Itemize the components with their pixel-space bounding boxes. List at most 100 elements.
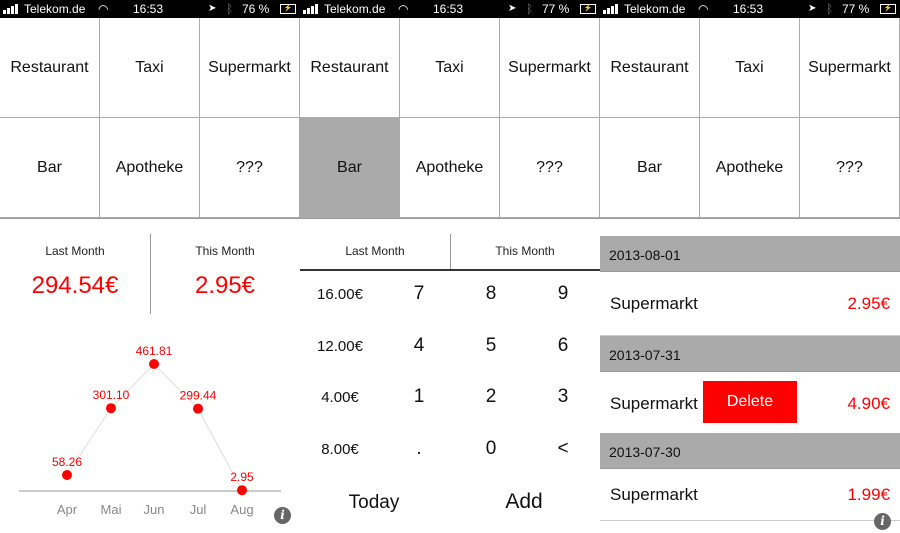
quick-amount-button[interactable]: 4.00€ (321, 389, 359, 406)
data-point (62, 469, 72, 480)
key-4[interactable]: 4 (413, 335, 425, 356)
time-label: 16:53 (133, 2, 164, 16)
key-8[interactable]: 8 (485, 283, 497, 304)
bluetooth-icon: ᛒ (826, 2, 834, 16)
spending-chart: 58.26 Apr 301.10 Mai 461.81 Jun 299.44 Jul 2.95 A… (19, 344, 281, 517)
entry-name: Supermarkt (610, 293, 698, 313)
category-Taxi[interactable]: Taxi (700, 18, 800, 118)
carrier-label: Telekom.de (24, 2, 86, 16)
data-point (149, 359, 159, 370)
category-Apotheke[interactable]: Apotheke (400, 118, 500, 218)
signal-bar (311, 6, 314, 14)
date-header: 2013-07-31 (600, 336, 900, 372)
data-label: 301.10 (93, 388, 130, 402)
signal-bar (307, 8, 310, 14)
battery-icon: ⚡ (880, 4, 896, 14)
data-label: 299.44 (180, 389, 217, 403)
history-screen: Telekom.de ◠ 16:53 ➤ ᛒ 77 % ⚡ Restaurant Taxi Sup… (600, 0, 900, 533)
category-Apotheke[interactable]: Apotheke (100, 118, 200, 218)
signal-bar (315, 4, 318, 14)
wifi-icon: ◠ (698, 2, 709, 16)
key-7[interactable]: 7 (413, 283, 425, 304)
time-label: 16:53 (433, 2, 464, 16)
category-Restaurant[interactable]: Restaurant (600, 18, 700, 118)
category-grid: Restaurant Taxi Supermarkt Bar Apotheke??? (600, 18, 900, 219)
stats-screen: Telekom.de ◠ 16:53 ➤ ᛒ 76 % ⚡ Restaurant Taxi Sup… (0, 0, 300, 533)
time-label: 16:53 (733, 2, 764, 16)
key-6[interactable]: 6 (557, 335, 569, 356)
quick-amount-button[interactable]: 16.00€ (317, 286, 363, 303)
category-unknown[interactable]: ??? (800, 118, 900, 218)
location-icon: ➤ (808, 3, 817, 14)
tab-this-month[interactable]: This Month (495, 244, 555, 258)
key-2[interactable]: 2 (485, 386, 497, 407)
quick-amount-button[interactable]: 12.00€ (317, 338, 363, 355)
location-icon: ➤ (508, 3, 517, 14)
key-decimal[interactable]: . (416, 438, 422, 459)
battery-icon: ⚡ (280, 4, 296, 14)
entry-price: 1.99€ (847, 484, 890, 504)
key-9[interactable]: 9 (557, 283, 569, 304)
signal-bar (607, 8, 610, 14)
bluetooth-icon: ᛒ (226, 2, 234, 16)
entry-name: Supermarkt (610, 393, 698, 413)
category-Bar[interactable]: Bar (0, 118, 100, 218)
carrier-label: Telekom.de (324, 2, 386, 16)
signal-bar (303, 10, 306, 14)
category-Apotheke[interactable]: Apotheke (700, 118, 800, 218)
entry-name: Supermarkt (610, 484, 698, 504)
category-unknown[interactable]: ??? (500, 118, 600, 218)
bluetooth-icon: ᛒ (526, 2, 534, 16)
key-3[interactable]: 3 (557, 386, 569, 407)
key-0[interactable]: 0 (485, 438, 497, 459)
category-Restaurant[interactable]: Restaurant (0, 18, 100, 118)
today-button[interactable]: Today (348, 492, 400, 513)
key-1[interactable]: 1 (413, 386, 425, 407)
delete-button[interactable]: Delete (703, 381, 797, 423)
x-tick-label: Mai (101, 502, 122, 517)
this-month-label: This Month (195, 244, 255, 258)
wifi-icon: ◠ (98, 2, 109, 16)
signal-icon (303, 0, 321, 18)
tab-last-month[interactable]: Last Month (345, 244, 405, 258)
location-icon: ➤ (208, 3, 217, 14)
category-Supermarkt[interactable]: Supermarkt (800, 18, 900, 118)
signal-bar (15, 4, 18, 14)
status-bar: Telekom.de ◠ 16:53 ➤ ᛒ 77 % ⚡ (600, 0, 900, 18)
date-header: 2013-07-30 (600, 433, 900, 469)
entry-row[interactable]: Supermarkt 1.99€ (600, 469, 900, 521)
category-Supermarkt[interactable]: Supermarkt (500, 18, 600, 118)
battery-percent: 76 % (242, 2, 270, 16)
quick-amount-button[interactable]: 8.00€ (321, 441, 359, 458)
last-month-label: Last Month (45, 244, 105, 258)
category-Supermarkt[interactable]: Supermarkt (200, 18, 300, 118)
add-button[interactable]: Add (505, 490, 543, 513)
data-point (237, 485, 247, 496)
category-Taxi[interactable]: Taxi (100, 18, 200, 118)
status-bar: Telekom.de ◠ 16:53 ➤ ᛒ 77 % ⚡ (300, 0, 600, 18)
signal-bar (11, 6, 14, 14)
signal-bar (611, 6, 614, 14)
x-tick-label: Aug (230, 502, 253, 517)
signal-icon (603, 0, 621, 18)
category-Bar[interactable]: Bar (600, 118, 700, 218)
entry-price: 4.90€ (847, 393, 890, 413)
data-point (106, 403, 116, 414)
tab-underline (300, 269, 600, 271)
x-tick-label: Jun (144, 502, 165, 517)
key-backspace[interactable]: < (557, 438, 569, 459)
category-Restaurant[interactable]: Restaurant (300, 18, 400, 118)
entry-row[interactable]: Supermarkt 2.95€ (600, 272, 900, 336)
category-unknown[interactable]: ??? (200, 118, 300, 218)
summary-divider (150, 234, 151, 314)
battery-percent: 77 % (542, 2, 570, 16)
x-tick-label: Jul (190, 502, 207, 517)
key-5[interactable]: 5 (485, 335, 497, 356)
last-month-value: 294.54€ (31, 272, 119, 299)
category-Taxi[interactable]: Taxi (400, 18, 500, 118)
date-header: 2013-08-01 (600, 236, 900, 272)
info-icon[interactable]: i (874, 513, 891, 530)
info-icon[interactable]: i (274, 507, 291, 524)
category-Bar[interactable]: Bar (300, 118, 400, 218)
status-bar: Telekom.de ◠ 16:53 ➤ ᛒ 76 % ⚡ (0, 0, 300, 18)
